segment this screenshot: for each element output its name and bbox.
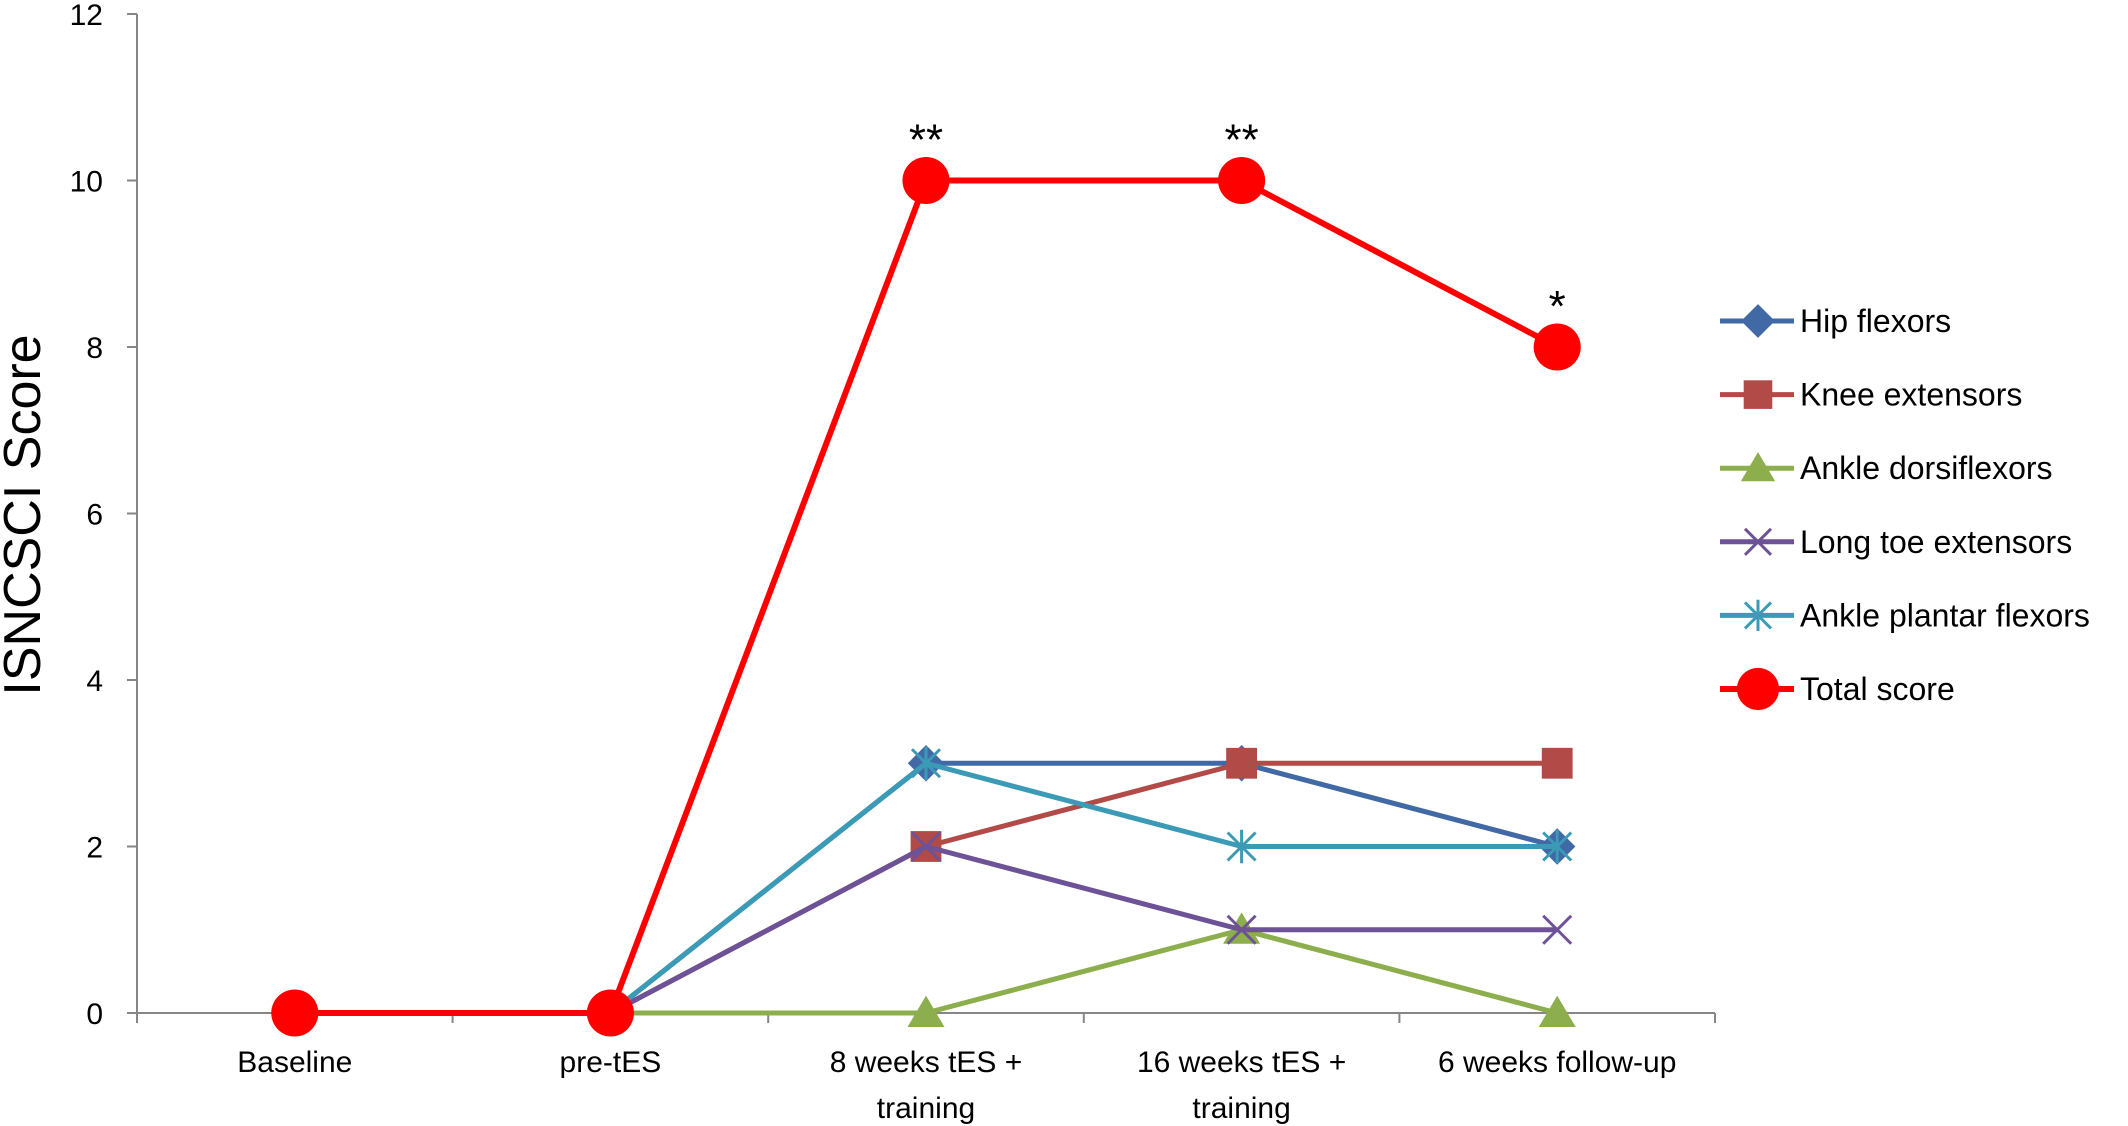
series-total-score <box>271 156 1581 1037</box>
data-point-ankle-plantar-flexors <box>1542 829 1573 864</box>
data-point-ankle-plantar-flexors <box>910 746 942 781</box>
series-line-knee-extensors <box>294 760 1558 1016</box>
legend-item-long-toe-extensors: Long toe extensors <box>1720 524 2072 560</box>
series-layer <box>271 156 1581 1037</box>
significance-annotation: * <box>1549 282 1566 331</box>
legend-marker <box>1740 452 1776 482</box>
data-point-long-toe-extensors <box>910 831 942 862</box>
data-point-long-toe-extensors <box>1226 914 1257 945</box>
data-point-total-score <box>1218 156 1266 205</box>
series-ankle-plantar-flexors <box>279 746 1573 1030</box>
legend-marker <box>1741 304 1775 338</box>
y-tick-label: 6 <box>86 499 103 532</box>
legend-item-total-score: Total score <box>1720 667 1955 711</box>
legend-item-hip-flexors: Hip flexors <box>1720 303 1951 339</box>
y-tick-label: 2 <box>86 832 103 865</box>
series-hip-flexors <box>276 745 1576 1032</box>
legend-marker <box>1743 380 1773 409</box>
data-point-ankle-dorsiflexors <box>1538 995 1576 1027</box>
x-tick-label: 8 weeks tES + training <box>830 1046 1023 1125</box>
legend-label: Total score <box>1800 671 1955 707</box>
legend: Hip flexors Knee extensors Ankle dorsiflex… <box>1720 303 2090 711</box>
legend-marker <box>1743 527 1773 556</box>
legend-item-ankle-plantar-flexors: Ankle plantar flexors <box>1720 597 2090 633</box>
legend-marker <box>1736 667 1780 711</box>
data-point-ankle-plantar-flexors <box>1226 829 1257 864</box>
data-point-ankle-dorsiflexors <box>907 995 945 1027</box>
series-knee-extensors <box>279 747 1573 1029</box>
x-tick-label: Baseline <box>237 1046 352 1079</box>
data-point-total-score <box>902 156 950 205</box>
y-tick-label: 4 <box>86 665 103 698</box>
x-tick-label: pre-tES <box>560 1046 662 1079</box>
y-tick-label: 10 <box>70 166 103 199</box>
legend-item-knee-extensors: Knee extensors <box>1720 377 2022 413</box>
y-tick-label: 8 <box>86 332 103 365</box>
series-line-ankle-plantar-flexors <box>294 760 1558 1016</box>
annotations: ** *** <box>909 116 1566 332</box>
data-point-knee-extensors <box>1226 747 1257 779</box>
series-line-total-score <box>294 177 1559 1016</box>
significance-annotation: ** <box>909 116 943 165</box>
data-point-total-score <box>586 989 634 1037</box>
significance-annotation: ** <box>1224 116 1258 165</box>
axes: 0 2 4 6 8 10 12 Baseline pre-tES 8 weeks tES + tra… <box>70 0 1716 1125</box>
legend-item-ankle-dorsiflexors: Ankle dorsiflexors <box>1720 450 2053 486</box>
data-point-total-score <box>1533 323 1581 371</box>
series-line-long-toe-extensors <box>294 844 1558 1016</box>
y-axis-label: ISNCSCI Score <box>0 334 52 695</box>
legend-marker <box>1743 599 1773 631</box>
data-point-long-toe-extensors <box>1542 914 1573 945</box>
legend-label: Hip flexors <box>1800 303 1951 339</box>
legend-label: Long toe extensors <box>1800 524 2072 560</box>
legend-label: Knee extensors <box>1800 377 2022 413</box>
data-point-knee-extensors <box>1541 747 1573 779</box>
legend-label: Ankle dorsiflexors <box>1800 450 2053 486</box>
data-point-total-score <box>271 989 319 1037</box>
series-line-hip-flexors <box>294 760 1558 1016</box>
x-tick-label: 6 weeks follow-up <box>1438 1046 1676 1079</box>
y-tick-label: 0 <box>86 998 103 1031</box>
x-tick-label: 16 weeks tES + training <box>1137 1046 1346 1125</box>
y-tick-label: 12 <box>70 0 103 32</box>
legend-label: Ankle plantar flexors <box>1800 597 2090 633</box>
